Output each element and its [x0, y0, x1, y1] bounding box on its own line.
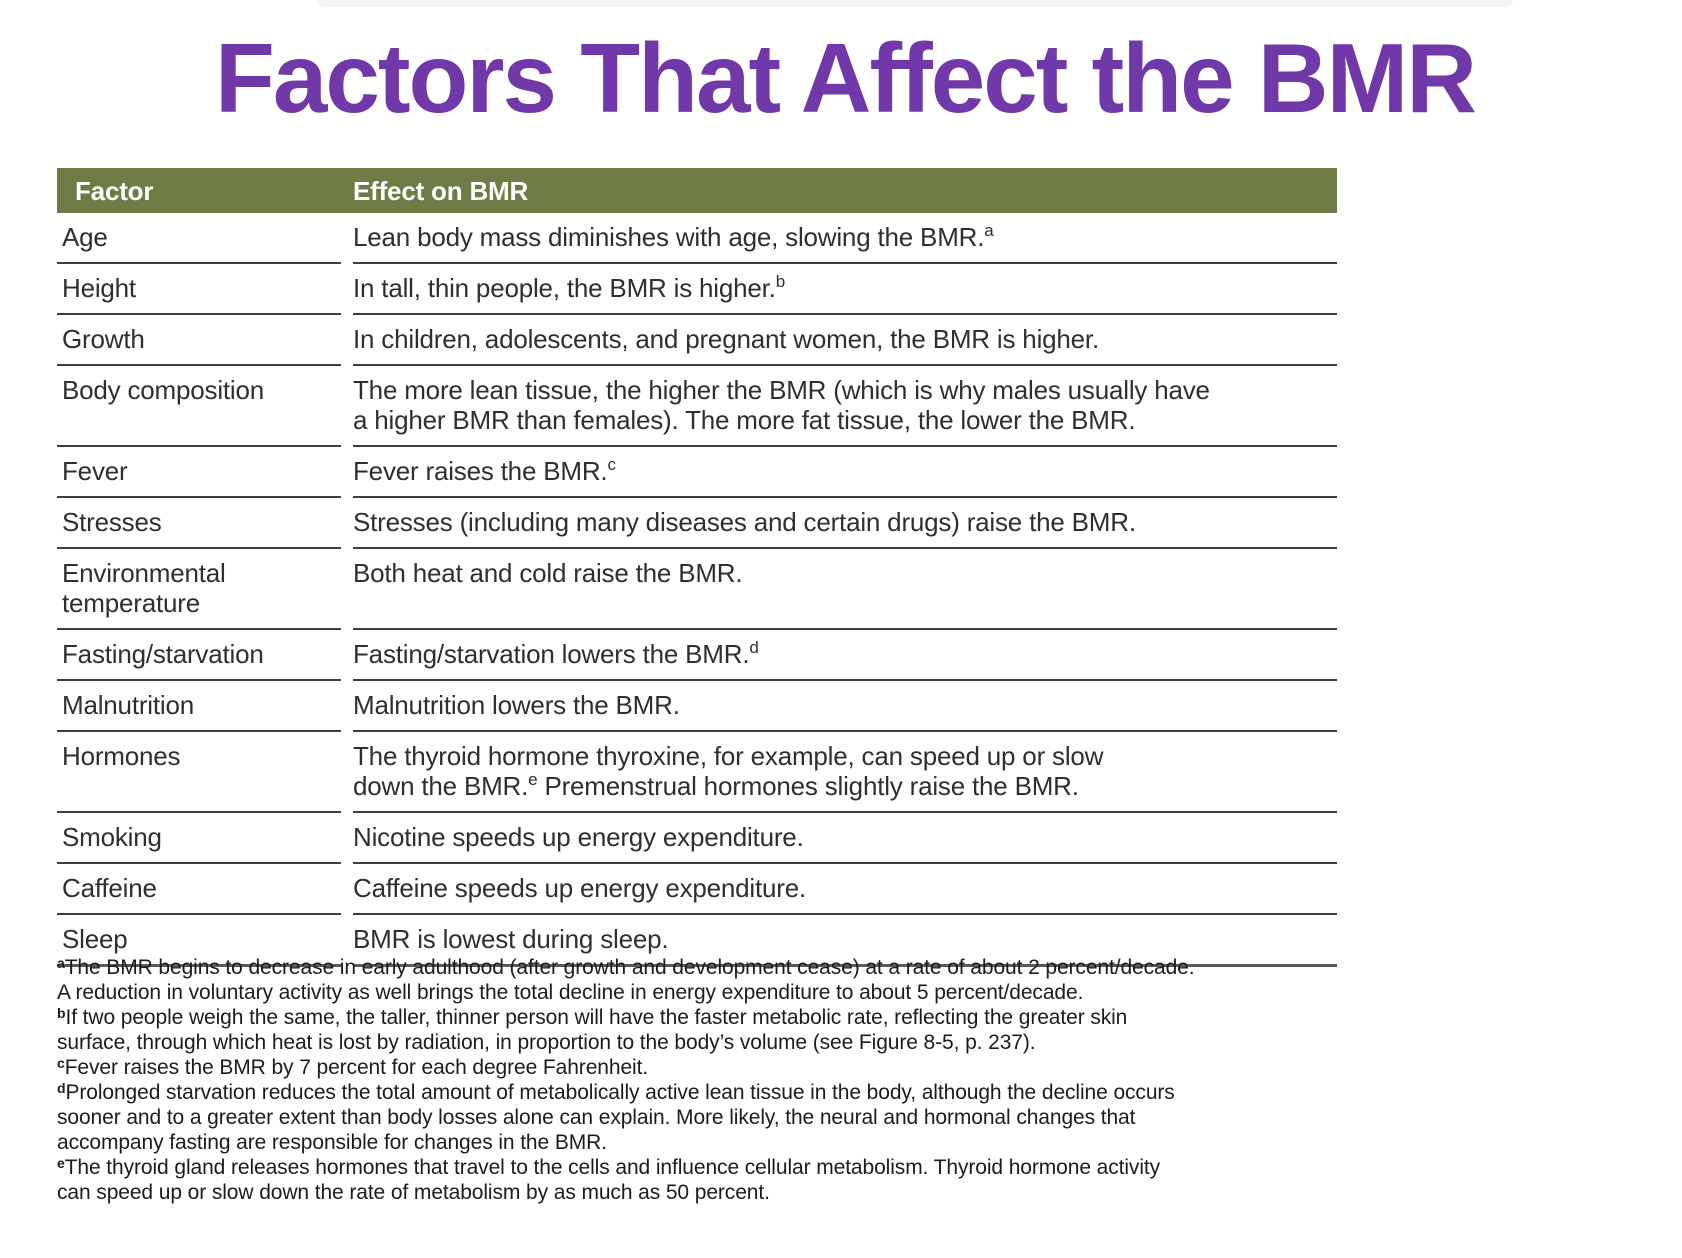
factor-cell: Age: [57, 213, 341, 264]
column-header-factor: Factor: [75, 175, 154, 206]
factor-cell: Hormones: [57, 732, 341, 813]
table-row: Environmental temperature Both heat and …: [57, 549, 1337, 630]
effect-cell: Both heat and cold raise the BMR.: [353, 549, 1337, 630]
footnote-text: The BMR begins to decrease in early adul…: [57, 956, 1195, 1004]
column-header-effect: Effect on BMR: [353, 175, 529, 206]
table-row: Smoking Nicotine speeds up energy expend…: [57, 813, 1337, 864]
footnote: bIf two people weigh the same, the talle…: [57, 1005, 1377, 1055]
footnote-text: Prolonged starvation reduces the total a…: [57, 1081, 1175, 1154]
superscript-note-ref: e: [528, 770, 538, 789]
factor-cell: Caffeine: [57, 864, 341, 915]
table-row: Age Lean body mass diminishes with age, …: [57, 213, 1337, 264]
table-row: Body composition The more lean tissue, t…: [57, 366, 1337, 447]
factor-cell: Fever: [57, 447, 341, 498]
table-row: Sleep BMR is lowest during sleep.: [57, 915, 1337, 967]
effect-cell: Lean body mass diminishes with age, slow…: [353, 213, 1337, 264]
footnote: dProlonged starvation reduces the total …: [57, 1080, 1377, 1155]
effect-cell: In tall, thin people, the BMR is higher.…: [353, 264, 1337, 315]
footnote-text: The thyroid gland releases hormones that…: [57, 1156, 1161, 1204]
effect-cell: Nicotine speeds up energy expenditure.: [353, 813, 1337, 864]
footnote: eThe thyroid gland releases hormones tha…: [57, 1155, 1377, 1205]
superscript-note-ref: d: [749, 638, 759, 657]
factor-cell: Stresses: [57, 498, 341, 549]
factor-cell: Malnutrition: [57, 681, 341, 732]
factor-cell: Growth: [57, 315, 341, 366]
effect-cell: Stresses (including many diseases and ce…: [353, 498, 1337, 549]
table-header-row: Factor Effect on BMR: [57, 168, 1337, 213]
superscript-note-ref: b: [775, 272, 785, 291]
factor-cell: Height: [57, 264, 341, 315]
factor-cell: Environmental temperature: [57, 549, 341, 630]
footnote: cFever raises the BMR by 7 percent for e…: [57, 1055, 1377, 1080]
table-row: Stresses Stresses (including many diseas…: [57, 498, 1337, 549]
effect-cell: Fasting/starvation lowers the BMR.d: [353, 630, 1337, 681]
factor-cell: Sleep: [57, 915, 341, 967]
table-row: Caffeine Caffeine speeds up energy expen…: [57, 864, 1337, 915]
footnote-marker: d: [57, 1080, 66, 1096]
table-row: Malnutrition Malnutrition lowers the BMR…: [57, 681, 1337, 732]
table-row: Growth In children, adolescents, and pre…: [57, 315, 1337, 366]
table-row: Hormones The thyroid hormone thyroxine, …: [57, 732, 1337, 813]
effect-cell: The thyroid hormone thyroxine, for examp…: [353, 732, 1337, 813]
footnote-text: If two people weigh the same, the taller…: [57, 1006, 1128, 1054]
footnote-marker: b: [57, 1005, 66, 1021]
table-row: Fasting/starvation Fasting/starvation lo…: [57, 630, 1337, 681]
factor-cell: Fasting/starvation: [57, 630, 341, 681]
bmr-table: Factor Effect on BMR Age Lean body mass …: [57, 168, 1337, 967]
page-title: Factors That Affect the BMR: [214, 23, 1477, 133]
footnote-marker: a: [57, 955, 65, 971]
table-row: Height In tall, thin people, the BMR is …: [57, 264, 1337, 315]
table-body: Age Lean body mass diminishes with age, …: [57, 213, 1337, 967]
footnotes: aThe BMR begins to decrease in early adu…: [57, 955, 1377, 1205]
table-row: Fever Fever raises the BMR.c: [57, 447, 1337, 498]
effect-cell: BMR is lowest during sleep.: [353, 915, 1337, 967]
footnote-marker: c: [57, 1055, 65, 1071]
effect-cell: In children, adolescents, and pregnant w…: [353, 315, 1337, 366]
factor-cell: Smoking: [57, 813, 341, 864]
effect-cell: Malnutrition lowers the BMR.: [353, 681, 1337, 732]
footnote: aThe BMR begins to decrease in early adu…: [57, 955, 1377, 1005]
effect-cell: Caffeine speeds up energy expenditure.: [353, 864, 1337, 915]
superscript-note-ref: c: [607, 455, 616, 474]
top-strip: [318, 0, 1513, 7]
factor-cell: Body composition: [57, 366, 341, 447]
superscript-note-ref: a: [984, 221, 994, 240]
footnote-marker: e: [57, 1155, 65, 1171]
effect-cell: The more lean tissue, the higher the BMR…: [353, 366, 1337, 447]
footnote-text: Fever raises the BMR by 7 percent for ea…: [64, 1056, 649, 1079]
effect-cell: Fever raises the BMR.c: [353, 447, 1337, 498]
